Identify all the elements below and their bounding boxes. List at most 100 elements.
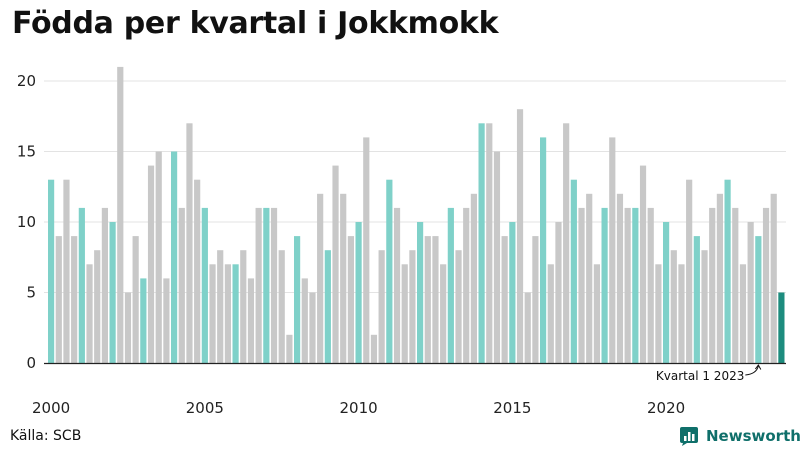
bar <box>524 292 531 363</box>
bar <box>217 250 224 363</box>
bar <box>48 179 55 363</box>
bar <box>286 334 293 363</box>
bar <box>247 278 255 363</box>
bar <box>270 207 278 363</box>
brand-name: Newsworthy <box>706 427 800 445</box>
bar <box>540 137 547 363</box>
bar <box>686 179 693 363</box>
bar <box>670 250 677 363</box>
bar <box>755 236 762 363</box>
bar <box>201 207 208 363</box>
bar <box>132 236 139 363</box>
bar <box>593 264 600 363</box>
y-axis-ticks: 0 5 10 15 20 <box>17 72 36 372</box>
bar <box>586 193 593 363</box>
bar <box>724 179 731 363</box>
bar <box>609 137 616 363</box>
bar <box>171 151 178 363</box>
annotation: Kvartal 1 2023 <box>656 364 762 383</box>
bar <box>78 207 85 363</box>
y-tick-label: 0 <box>26 354 36 372</box>
bar <box>455 250 462 363</box>
bar <box>432 236 439 363</box>
bar <box>424 236 431 363</box>
bar <box>639 165 647 363</box>
bar <box>224 264 231 363</box>
x-tick-label: 2005 <box>186 399 224 417</box>
bar <box>194 179 201 363</box>
bar <box>363 137 370 363</box>
bar <box>55 236 62 363</box>
bar <box>509 222 516 363</box>
bar <box>309 292 316 363</box>
bar-chart-logo-icon <box>680 427 698 446</box>
bar <box>655 264 662 363</box>
x-axis-ticks: 2000 2005 2010 2015 2020 <box>32 399 685 417</box>
bar <box>739 264 747 363</box>
bar <box>516 109 524 363</box>
bar <box>770 193 777 363</box>
bar <box>478 123 485 363</box>
bar <box>401 264 408 363</box>
bar <box>140 278 147 363</box>
bar <box>178 207 185 363</box>
bar <box>278 250 285 363</box>
bar <box>240 250 247 363</box>
bar <box>601 207 608 363</box>
bar <box>709 207 716 363</box>
bar <box>493 151 501 363</box>
bar <box>94 250 101 363</box>
bar <box>616 193 624 363</box>
bar <box>463 207 470 363</box>
bar <box>109 222 116 363</box>
bar <box>409 250 416 363</box>
bar <box>778 292 785 363</box>
bar <box>86 264 93 363</box>
bar <box>101 207 108 363</box>
bar <box>63 179 70 363</box>
bar <box>578 207 585 363</box>
bar <box>747 222 754 363</box>
bar <box>155 151 162 363</box>
bar <box>501 236 508 363</box>
bar <box>332 165 339 363</box>
bar <box>294 236 301 363</box>
bar <box>340 193 347 363</box>
bar <box>762 207 770 363</box>
bar <box>447 207 454 363</box>
bar <box>555 222 562 363</box>
bar <box>370 334 378 363</box>
bar <box>209 264 216 363</box>
bar <box>732 207 739 363</box>
bar <box>486 123 493 363</box>
annotation-label: Kvartal 1 2023 <box>656 369 744 383</box>
bar <box>440 264 447 363</box>
annotation-arrow <box>745 365 759 376</box>
bar <box>632 207 639 363</box>
source-note: Källa: SCB <box>10 428 82 444</box>
y-tick-label: 15 <box>17 143 36 161</box>
x-tick-label: 2015 <box>493 399 531 417</box>
chart-title: Födda per kvartal i Jokkmokk <box>12 6 499 41</box>
bar <box>378 250 385 363</box>
bar <box>301 278 308 363</box>
bar <box>355 222 362 363</box>
bar <box>263 207 270 363</box>
bar <box>347 236 354 363</box>
bar <box>417 222 424 363</box>
bar <box>647 207 654 363</box>
bar <box>678 264 685 363</box>
bar <box>232 264 239 363</box>
bar <box>186 123 193 363</box>
x-tick-label: 2010 <box>340 399 378 417</box>
bar <box>693 236 700 363</box>
bar <box>563 123 570 363</box>
bar <box>393 207 401 363</box>
bar <box>317 193 324 363</box>
bar <box>163 278 170 363</box>
bar <box>716 193 723 363</box>
brand-logo: Newsworthy <box>680 426 800 446</box>
bars <box>48 66 785 364</box>
bar <box>324 250 331 363</box>
bar <box>470 193 477 363</box>
